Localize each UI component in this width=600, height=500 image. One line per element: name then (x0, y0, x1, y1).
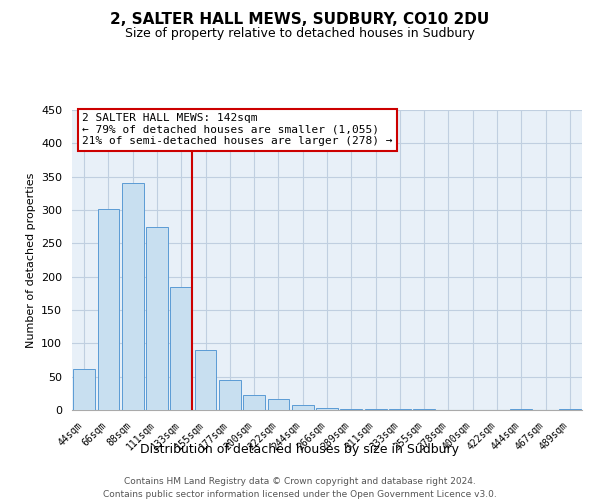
Text: Contains public sector information licensed under the Open Government Licence v3: Contains public sector information licen… (103, 490, 497, 499)
Bar (340, 408, 362, 410)
Bar (170, 288, 192, 410)
Bar (122, 184, 143, 410)
Bar (73, 368, 95, 410)
Bar (268, 400, 289, 410)
Text: 2 SALTER HALL MEWS: 142sqm
← 79% of detached houses are smaller (1,055)
21% of s: 2 SALTER HALL MEWS: 142sqm ← 79% of deta… (82, 113, 392, 146)
Text: Size of property relative to detached houses in Sudbury: Size of property relative to detached ho… (125, 28, 475, 40)
Bar (365, 408, 386, 410)
Bar (243, 394, 265, 410)
Bar (146, 228, 168, 410)
Bar (97, 210, 119, 410)
Text: 2, SALTER HALL MEWS, SUDBURY, CO10 2DU: 2, SALTER HALL MEWS, SUDBURY, CO10 2DU (110, 12, 490, 28)
Bar (316, 408, 338, 410)
Bar (292, 406, 314, 410)
Text: Distribution of detached houses by size in Sudbury: Distribution of detached houses by size … (140, 442, 460, 456)
Text: Contains HM Land Registry data © Crown copyright and database right 2024.: Contains HM Land Registry data © Crown c… (124, 478, 476, 486)
Y-axis label: Number of detached properties: Number of detached properties (26, 172, 35, 348)
Bar (194, 350, 217, 410)
Bar (219, 380, 241, 410)
